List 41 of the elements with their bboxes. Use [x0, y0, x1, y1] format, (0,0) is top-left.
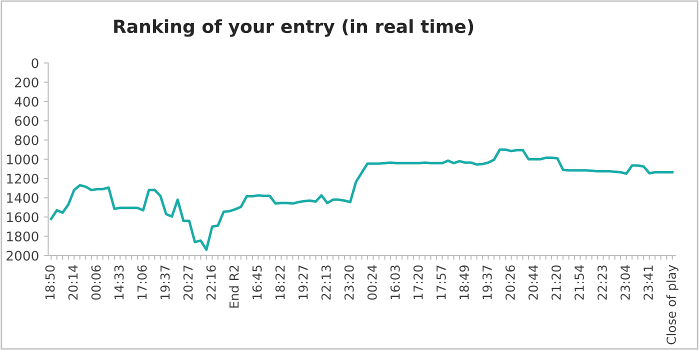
chart-title: Ranking of your entry (in real time) — [114, 19, 474, 37]
y-tick-label: 1400 — [7, 192, 38, 203]
x-tick-label: 23:20 — [344, 265, 354, 300]
x-tick-label: 20:26 — [505, 265, 515, 300]
x-tick-label: 14:33 — [114, 266, 124, 300]
y-tick-label: 200 — [14, 77, 38, 88]
x-tick-label: 00:24 — [367, 265, 377, 300]
y-tick-label: 1000 — [7, 154, 38, 164]
x-tick-label: 18:49 — [459, 265, 469, 300]
x-tick-label: 19:37 — [160, 266, 170, 300]
x-tick-label: 20:14 — [68, 265, 78, 300]
line-series — [50, 148, 674, 251]
x-tick-label: 17:20 — [413, 265, 423, 300]
y-tick-label: 1600 — [7, 212, 38, 222]
y-tick-label: 800 — [14, 135, 38, 146]
x-tick-label: 00:06 — [91, 265, 101, 300]
x-tick-label: 23:41 — [644, 266, 653, 300]
y-tick-label: 2000 — [6, 250, 38, 261]
x-tick-label: 16:03 — [390, 266, 400, 300]
x-tick-label: 19:37 — [482, 266, 492, 300]
x-tick-label: 22:16 — [206, 265, 216, 300]
x-tick-label: 23:04 — [620, 265, 630, 300]
x-tick-label: End R2 — [229, 266, 239, 308]
y-tick-label: 0 — [32, 58, 38, 68]
y-tick-label: 600 — [14, 116, 38, 126]
x-tick-label: Close of play — [666, 264, 678, 344]
y-tick-label: 1200 — [7, 174, 38, 184]
x-tick-label: 18:22 — [275, 266, 285, 300]
x-tick-label: 22:13 — [321, 266, 331, 300]
x-tick-label: 22:23 — [598, 266, 607, 300]
y-tick-label: 400 — [14, 96, 38, 107]
x-tick-label: 16:45 — [252, 266, 262, 300]
y-tick-label: 1800 — [7, 231, 38, 242]
x-tick-label: 21:54 — [574, 265, 584, 300]
x-tick-label: 17:06 — [137, 265, 147, 300]
x-tick-label: 19:27 — [298, 266, 308, 300]
x-tick-label: 20:27 — [183, 266, 193, 300]
x-tick-label: 17:57 — [436, 266, 446, 300]
x-tick-label: 18:50 — [45, 265, 55, 300]
x-tick-label: 20:44 — [528, 265, 538, 300]
x-tick-label: 21:20 — [551, 265, 561, 300]
